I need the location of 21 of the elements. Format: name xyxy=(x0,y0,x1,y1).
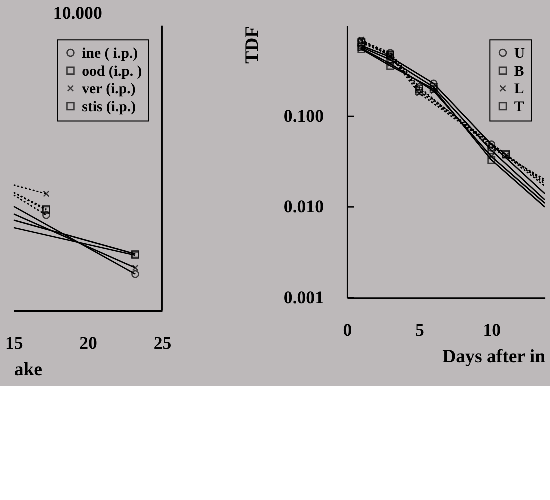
legend-label: U xyxy=(514,46,526,62)
y-tick-label: 0.010 xyxy=(284,196,324,217)
x-tick-label: 25 xyxy=(154,332,172,353)
x-tick-label: 20 xyxy=(80,332,98,353)
legend-label: ine ( i.p.) xyxy=(82,46,138,62)
y-tick-label: 0.100 xyxy=(284,106,324,126)
legend-label: ood (i.p. ) xyxy=(82,64,142,80)
legend-label: B xyxy=(514,64,524,80)
legend-label: ver (i.p.) xyxy=(82,82,136,98)
text: 10.000 xyxy=(53,2,102,23)
x-axis-title: ake xyxy=(14,360,43,381)
legend-label: stis (i.p.) xyxy=(82,99,136,116)
x-tick-label: 0 xyxy=(343,320,352,340)
y-axis-title: TDF xyxy=(242,26,264,64)
x-axis-title: Days after in xyxy=(442,346,546,368)
x-tick-label: 10 xyxy=(483,320,502,340)
legend-label: L xyxy=(514,82,524,98)
x-tick-label: 15 xyxy=(5,332,24,353)
x-tick-label: 5 xyxy=(415,320,424,340)
legend-label: T xyxy=(514,99,524,116)
y-tick-label: 0.001 xyxy=(284,287,324,308)
